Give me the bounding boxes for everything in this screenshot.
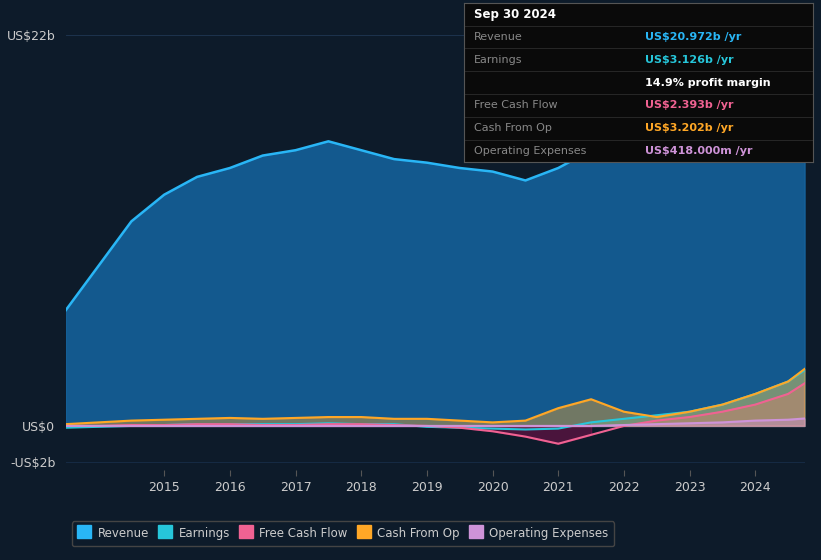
Text: Operating Expenses: Operating Expenses <box>475 146 587 156</box>
Text: US$418.000m /yr: US$418.000m /yr <box>645 146 753 156</box>
Text: 14.9% profit margin: 14.9% profit margin <box>645 78 771 87</box>
Text: US$3.202b /yr: US$3.202b /yr <box>645 123 734 133</box>
Text: Cash From Op: Cash From Op <box>475 123 553 133</box>
Text: Sep 30 2024: Sep 30 2024 <box>475 8 557 21</box>
Text: US$2.393b /yr: US$2.393b /yr <box>645 100 734 110</box>
Text: US$3.126b /yr: US$3.126b /yr <box>645 55 734 65</box>
Text: Free Cash Flow: Free Cash Flow <box>475 100 558 110</box>
Text: Revenue: Revenue <box>475 32 523 42</box>
Text: Earnings: Earnings <box>475 55 523 65</box>
Text: US$20.972b /yr: US$20.972b /yr <box>645 32 741 42</box>
Point <box>798 48 811 57</box>
Legend: Revenue, Earnings, Free Cash Flow, Cash From Op, Operating Expenses: Revenue, Earnings, Free Cash Flow, Cash … <box>71 521 614 546</box>
